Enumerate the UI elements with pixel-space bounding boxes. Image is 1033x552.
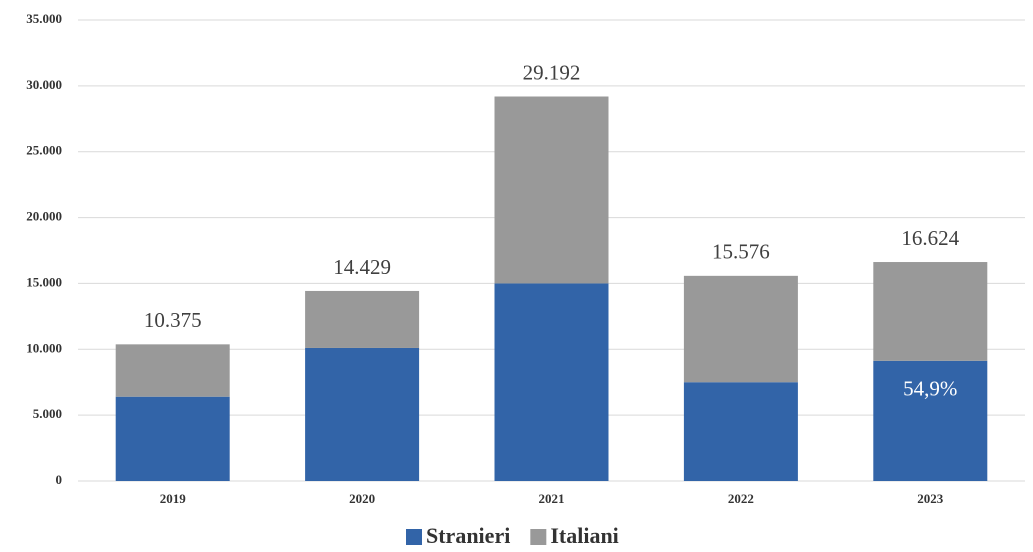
annotation: 54,9%	[903, 377, 957, 401]
x-tick-label: 2019	[160, 491, 187, 506]
bar-segment	[683, 382, 798, 481]
bar-segment	[494, 283, 609, 481]
total-label: 29.192	[523, 60, 581, 84]
y-tick-label: 10.000	[26, 340, 62, 355]
y-tick-label: 25.000	[26, 143, 62, 158]
y-tick-label: 20.000	[26, 209, 62, 224]
bar-segment	[873, 262, 988, 361]
legend-label: Italiani	[550, 523, 618, 548]
x-tick-label: 2023	[917, 491, 944, 506]
total-label: 14.429	[333, 255, 391, 279]
legend-swatch	[530, 529, 547, 545]
bar-segment	[305, 290, 420, 348]
bar-segment	[305, 347, 420, 481]
y-tick-label: 30.000	[26, 77, 62, 92]
total-label: 15.576	[712, 240, 770, 264]
total-label: 16.624	[901, 226, 959, 250]
x-tick-label: 2020	[349, 491, 375, 506]
y-tick-label: 0	[56, 472, 63, 487]
x-tick-label: 2021	[539, 491, 565, 506]
bar-segment	[873, 360, 988, 481]
total-label: 10.375	[144, 308, 202, 332]
bar-segment	[115, 396, 230, 481]
y-tick-label: 15.000	[26, 274, 62, 289]
legend-label: Stranieri	[426, 523, 510, 548]
bar-segment	[494, 96, 609, 284]
bar-segment	[115, 344, 230, 397]
legend-swatch	[406, 529, 422, 545]
bar-segment	[683, 275, 798, 383]
x-tick-label: 2022	[728, 491, 754, 506]
y-tick-label: 5.000	[33, 406, 62, 421]
y-tick-label: 35.000	[26, 11, 62, 26]
